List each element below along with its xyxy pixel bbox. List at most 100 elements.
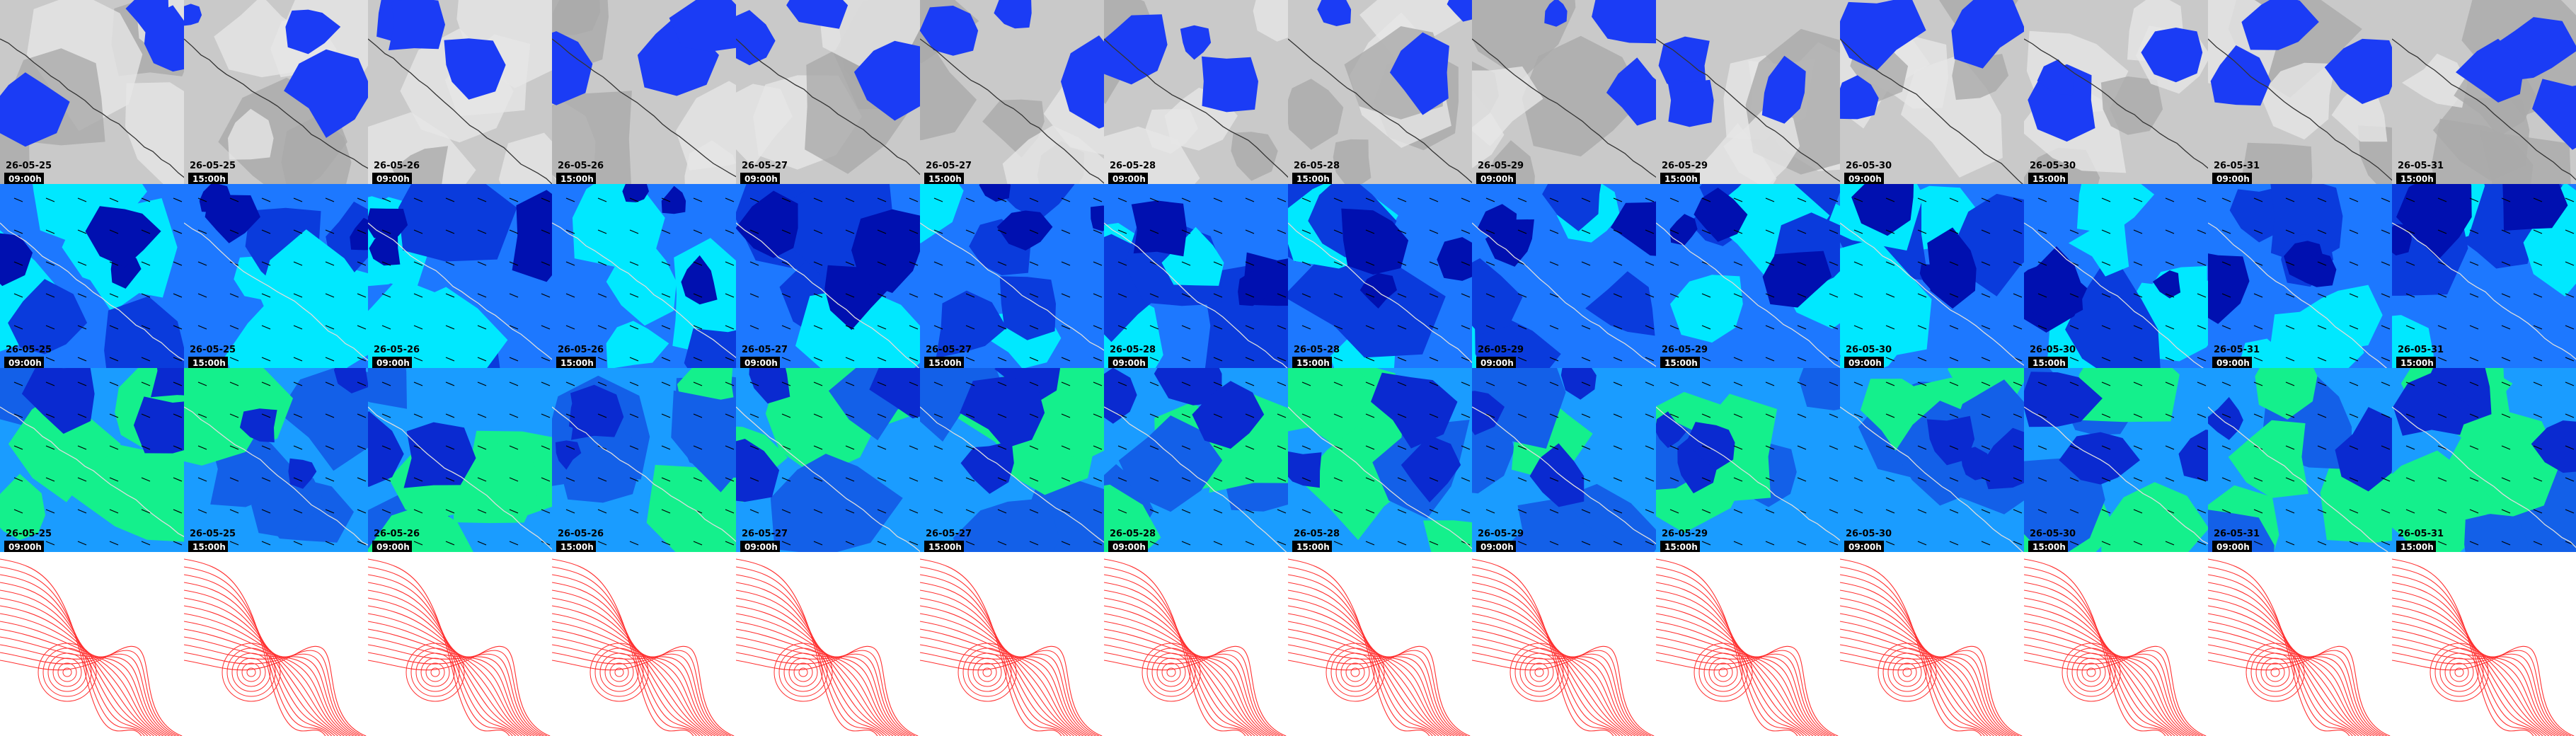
field-area: [151, 368, 184, 398]
wind-arrow: [1461, 509, 1471, 514]
wind-arrow: [2437, 293, 2447, 298]
contour-line: [184, 558, 326, 736]
wind-arrow: [2221, 509, 2231, 514]
contour-line: [430, 667, 440, 677]
wind-arrow: [2317, 357, 2327, 362]
frame-date: 26-05-28: [1110, 529, 1156, 539]
wind-arrow: [541, 325, 551, 330]
wind-arrow: [1701, 381, 1711, 386]
wind-arrow: [1949, 293, 1959, 298]
wind-arrow: [173, 477, 183, 482]
wind-arrow: [357, 229, 367, 234]
wind-arrow: [173, 381, 183, 386]
wind-arrow: [1181, 357, 1191, 362]
field-area: [1585, 271, 1655, 336]
field-area: [452, 442, 541, 524]
wind-arrow: [1949, 229, 1959, 234]
wind-arrow: [541, 229, 551, 234]
wind-arrow: [909, 509, 919, 514]
wind-arrow: [565, 509, 575, 514]
contour-line: [920, 613, 1084, 736]
contour-line: [2024, 636, 2197, 736]
wind-arrow: [933, 293, 943, 298]
time-box: [556, 541, 596, 552]
contour-line: [406, 643, 465, 702]
wind-arrow: [109, 357, 119, 362]
wind-arrow: [1461, 293, 1471, 298]
wind-arrow: [77, 357, 87, 362]
wind-arrow: [2101, 445, 2111, 450]
wind-arrow: [1829, 413, 1839, 418]
wind-arrow: [109, 477, 119, 482]
wind-arrow: [2405, 197, 2415, 202]
contour-line: [2208, 645, 2391, 736]
wind-arrow: [1333, 293, 1343, 298]
wind-arrow: [877, 381, 887, 386]
frame-date: 26-05-29: [1478, 345, 1524, 355]
wind-arrow: [2469, 413, 2479, 418]
wind-arrow: [1429, 229, 1439, 234]
field-area: [2208, 253, 2250, 324]
wind-arrow: [357, 413, 367, 418]
wind-arrow: [2533, 477, 2543, 482]
wind-arrow: [1885, 293, 1895, 298]
contour-line: [2439, 652, 2479, 692]
contour-line: [1713, 662, 1733, 682]
wind-arrow: [1333, 477, 1343, 482]
wind-arrow: [1549, 541, 1559, 546]
coastline: [0, 406, 184, 538]
wind-arrow: [1461, 197, 1471, 202]
wind-arrow: [197, 445, 207, 450]
wind-arrow: [597, 325, 607, 330]
contour-line: [368, 582, 519, 736]
wind-arrow: [1277, 445, 1287, 450]
coastline: [2024, 406, 2208, 544]
contour-line: [967, 652, 1007, 692]
field-area: [1544, 0, 1568, 27]
wind-arrow: [413, 413, 423, 418]
wind-arrow: [2133, 477, 2143, 482]
contour-line: [1840, 597, 1998, 736]
contour-line: [552, 650, 732, 736]
frame-date: 26-05-31: [2398, 529, 2444, 539]
wind-arrow: [909, 381, 919, 386]
contour-line: [1104, 590, 1258, 736]
wind-arrow: [293, 197, 303, 202]
wind-arrow: [2253, 477, 2263, 482]
time-box: [188, 173, 228, 184]
wind-arrow: [845, 541, 855, 546]
wind-arrow: [1853, 445, 1863, 450]
field-area: [1670, 275, 1743, 343]
wind-arrow: [565, 261, 575, 266]
contour-line: [2392, 574, 2541, 736]
wind-arrow: [1797, 477, 1807, 482]
wind-arrow: [1917, 477, 1927, 482]
wind-arrow: [2037, 381, 2047, 386]
wind-arrow: [2165, 541, 2175, 546]
wind-arrow: [2381, 381, 2391, 386]
wind-arrow: [1429, 325, 1439, 330]
wind-arrow: [1701, 229, 1711, 234]
contour-line: [2208, 597, 2366, 736]
field-area: [1723, 108, 1800, 184]
frame-date: 26-05-30: [2030, 529, 2076, 539]
wind-arrow: [229, 325, 239, 330]
contour-line: [184, 636, 357, 736]
field-area: [996, 210, 1053, 251]
wind-arrow: [1917, 261, 1927, 266]
contour-line: [2392, 628, 2562, 736]
wind-arrow: [1981, 413, 1991, 418]
wind-arrow: [877, 357, 887, 362]
contour-line: [977, 662, 997, 682]
coastline: [1472, 406, 1656, 545]
field-area: [2324, 38, 2392, 104]
field-area: [369, 232, 401, 266]
wind-arrow: [2013, 509, 2023, 514]
wind-arrow: [661, 261, 671, 266]
wind-arrow: [1733, 381, 1743, 386]
wind-arrow: [1733, 541, 1743, 546]
wind-arrow: [997, 229, 1007, 234]
wind-arrow: [781, 293, 791, 298]
